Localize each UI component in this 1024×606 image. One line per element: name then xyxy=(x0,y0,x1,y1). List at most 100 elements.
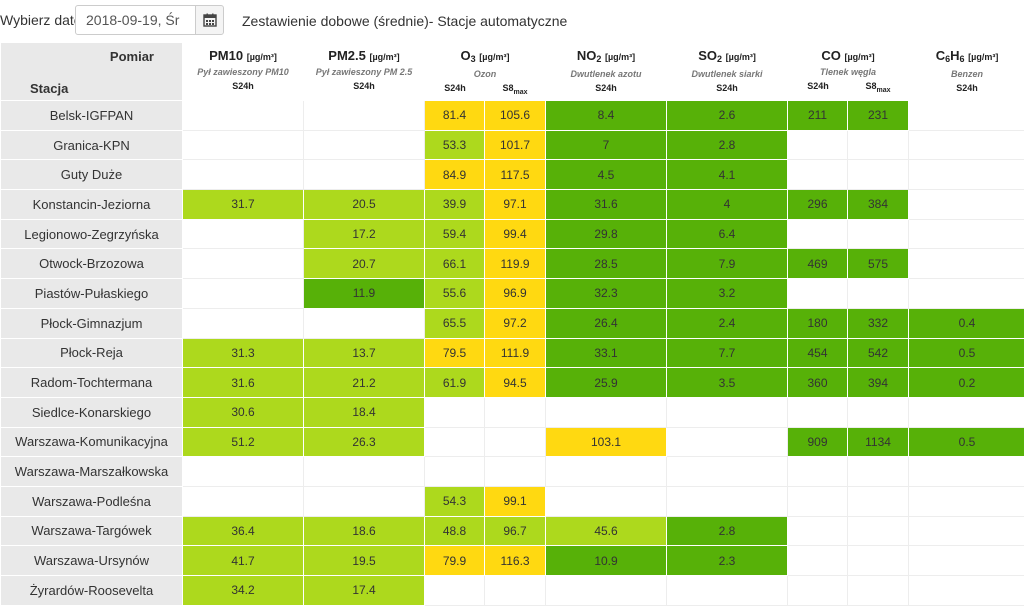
value-cell-co-s8max xyxy=(848,130,909,160)
value-cell-o3-s8max: 94.5 xyxy=(485,368,546,398)
value-cell-no2: 8.4 xyxy=(546,101,667,131)
value-cell-so2: 7.9 xyxy=(667,249,788,279)
value-cell-pm25: 17.4 xyxy=(304,576,425,606)
value-cell-co-s8max: 542 xyxy=(848,338,909,368)
value-cell-o3-s24h: 59.4 xyxy=(425,219,485,249)
station-name[interactable]: Warszawa-Komunikacyjna xyxy=(1,427,183,457)
station-name[interactable]: Legionowo-Zegrzyńska xyxy=(1,219,183,249)
value-cell-o3-s24h: 61.9 xyxy=(425,368,485,398)
value-cell-no2 xyxy=(546,457,667,487)
column-header-pm25[interactable]: PM2.5 [µg/m³] Pył zawieszony PM 2.5 S24h xyxy=(304,43,425,101)
station-name[interactable]: Belsk-IGFPAN xyxy=(1,101,183,131)
value-cell-co-s24h xyxy=(788,219,848,249)
value-cell-c6h6 xyxy=(909,279,1024,309)
value-cell-pm10: 30.6 xyxy=(183,397,304,427)
value-cell-co-s8max xyxy=(848,219,909,249)
value-cell-o3-s8max: 96.7 xyxy=(485,516,546,546)
date-input[interactable] xyxy=(75,5,196,35)
subheader-s24h: S24h xyxy=(716,83,738,93)
measurements-table: Pomiar Stacja PM10 [µg/m³] Pył zawieszon… xyxy=(0,42,1024,606)
pollutant-description: Tlenek węgla xyxy=(788,67,908,78)
station-name[interactable]: Warszawa-Ursynów xyxy=(1,546,183,576)
value-cell-co-s8max xyxy=(848,486,909,516)
value-cell-pm10 xyxy=(183,486,304,516)
value-cell-so2 xyxy=(667,576,788,606)
value-cell-o3-s8max: 99.4 xyxy=(485,219,546,249)
station-name[interactable]: Radom-Tochtermana xyxy=(1,368,183,398)
value-cell-so2: 3.5 xyxy=(667,368,788,398)
value-cell-c6h6 xyxy=(909,130,1024,160)
value-cell-so2: 2.4 xyxy=(667,308,788,338)
value-cell-pm10: 51.2 xyxy=(183,427,304,457)
pollutant-name: O xyxy=(461,48,471,63)
value-cell-co-s8max xyxy=(848,576,909,606)
value-cell-no2: 28.5 xyxy=(546,249,667,279)
value-cell-pm25: 18.4 xyxy=(304,397,425,427)
value-cell-o3-s24h xyxy=(425,576,485,606)
column-header-pm10[interactable]: PM10 [µg/m³] Pył zawieszony PM10 S24h xyxy=(183,43,304,101)
value-cell-c6h6: 0.2 xyxy=(909,368,1024,398)
value-cell-o3-s8max: 97.1 xyxy=(485,190,546,220)
date-label: Wybierz datę: xyxy=(0,12,85,28)
station-name[interactable]: Otwock-Brzozowa xyxy=(1,249,183,279)
value-cell-co-s24h: 454 xyxy=(788,338,848,368)
value-cell-no2: 29.8 xyxy=(546,219,667,249)
value-cell-c6h6: 0.4 xyxy=(909,308,1024,338)
value-cell-co-s24h xyxy=(788,576,848,606)
subheader-s24h: S24h xyxy=(595,83,617,93)
station-name[interactable]: Warszawa-Podleśna xyxy=(1,486,183,516)
unit-label: [µg/m³] xyxy=(370,52,400,62)
column-header-c6h6[interactable]: C6H6 [µg/m³] Benzen S24h xyxy=(909,43,1024,101)
value-cell-co-s8max xyxy=(848,397,909,427)
station-name[interactable]: Guty Duże xyxy=(1,160,183,190)
value-cell-o3-s8max: 97.2 xyxy=(485,308,546,338)
value-cell-no2: 33.1 xyxy=(546,338,667,368)
station-name[interactable]: Granica-KPN xyxy=(1,130,183,160)
value-cell-c6h6 xyxy=(909,249,1024,279)
station-name[interactable]: Piastów-Pułaskiego xyxy=(1,279,183,309)
station-name[interactable]: Żyrardów-Roosevelta xyxy=(1,576,183,606)
column-header-so2[interactable]: SO2 [µg/m³] Dwutlenek siarki S24h xyxy=(667,43,788,101)
station-name[interactable]: Płock-Gimnazjum xyxy=(1,308,183,338)
pollutant-name-subscript: 2 xyxy=(596,54,601,64)
value-cell-o3-s24h: 48.8 xyxy=(425,516,485,546)
value-cell-c6h6 xyxy=(909,219,1024,249)
column-header-no2[interactable]: NO2 [µg/m³] Dwutlenek azotu S24h xyxy=(546,43,667,101)
value-cell-o3-s8max xyxy=(485,576,546,606)
value-cell-no2: 26.4 xyxy=(546,308,667,338)
value-cell-so2: 3.2 xyxy=(667,279,788,309)
value-cell-pm25: 11.9 xyxy=(304,279,425,309)
value-cell-no2: 7 xyxy=(546,130,667,160)
value-cell-o3-s24h: 53.3 xyxy=(425,130,485,160)
value-cell-co-s8max: 332 xyxy=(848,308,909,338)
value-cell-o3-s8max xyxy=(485,457,546,487)
value-cell-o3-s24h: 54.3 xyxy=(425,486,485,516)
calendar-button[interactable] xyxy=(195,5,224,35)
value-cell-co-s24h: 296 xyxy=(788,190,848,220)
subheader-s24h: S24h xyxy=(425,83,485,96)
value-cell-c6h6 xyxy=(909,457,1024,487)
value-cell-pm10 xyxy=(183,308,304,338)
subheader-s24h: S24h xyxy=(232,81,254,91)
station-name[interactable]: Płock-Reja xyxy=(1,338,183,368)
value-cell-o3-s24h: 66.1 xyxy=(425,249,485,279)
station-name[interactable]: Warszawa-Targówek xyxy=(1,516,183,546)
calendar-icon xyxy=(203,13,217,27)
value-cell-co-s8max: 1134 xyxy=(848,427,909,457)
station-name[interactable]: Siedlce-Konarskiego xyxy=(1,397,183,427)
station-name[interactable]: Warszawa-Marszałkowska xyxy=(1,457,183,487)
unit-label: [µg/m³] xyxy=(605,52,635,62)
value-cell-o3-s24h: 39.9 xyxy=(425,190,485,220)
value-cell-pm10 xyxy=(183,101,304,131)
station-name[interactable]: Konstancin-Jeziorna xyxy=(1,190,183,220)
